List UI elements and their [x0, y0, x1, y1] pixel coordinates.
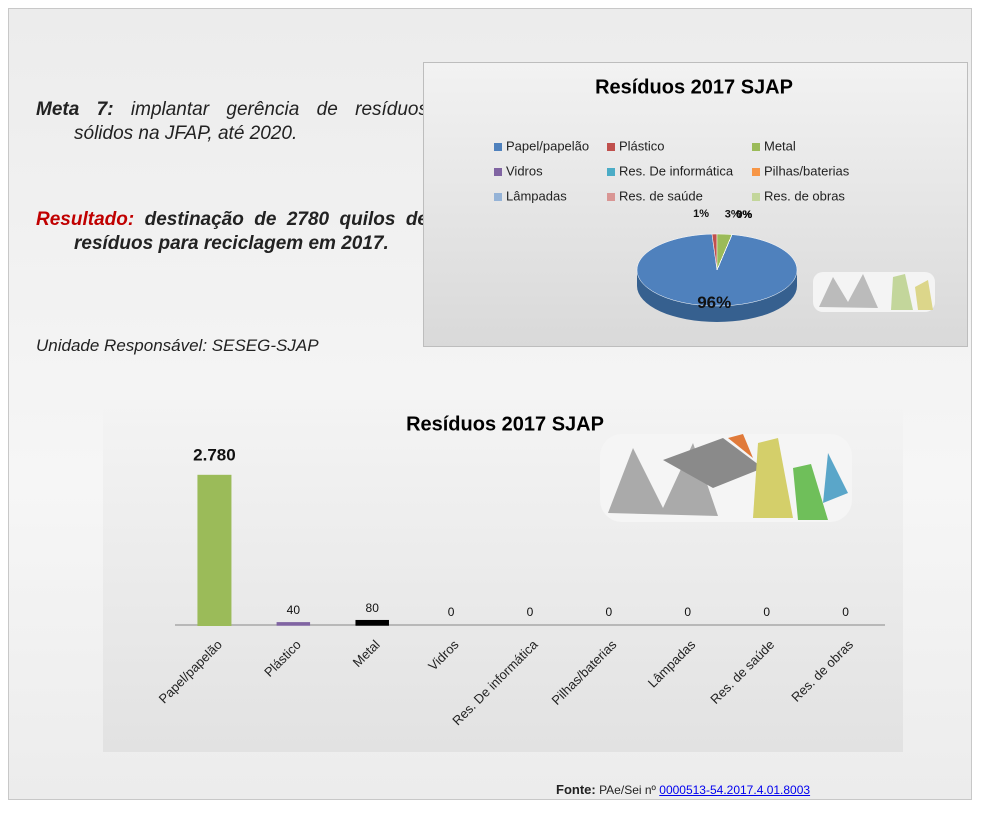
fonte-text: PAe/Sei nº — [599, 783, 656, 797]
pie-label: 96% — [697, 293, 731, 312]
pie-label: 0% — [736, 209, 752, 221]
fonte-label: Fonte: — [556, 782, 596, 797]
legend-label: Metal — [764, 138, 796, 153]
x-tick-label: Res. de obras — [788, 637, 856, 705]
x-tick-label: Vidros — [425, 637, 462, 674]
pie-slice — [716, 234, 733, 271]
legend-swatch — [607, 143, 615, 151]
meta-block: Meta 7: implantar gerência de resíduos s… — [36, 98, 428, 146]
legend-label: Pilhas/baterias — [764, 163, 850, 178]
value-label: 0 — [684, 605, 691, 619]
pie-chart: Resíduos 2017 SJAP Papel/papelão Plástico… — [494, 76, 935, 322]
legend-swatch — [752, 168, 760, 176]
chart-title: Resíduos 2017 SJAP — [595, 76, 793, 98]
legend-label: Vidros — [506, 163, 543, 178]
value-label: 0 — [527, 605, 534, 619]
pie-label: 0% — [736, 209, 752, 221]
x-tick-label: Metal — [350, 637, 383, 670]
resultado-text: destinação de 2780 quilos de resíduos pa… — [74, 209, 428, 254]
value-label: 0 — [448, 605, 455, 619]
value-label: 0 — [842, 605, 849, 619]
legend-label: Lâmpadas — [506, 188, 567, 203]
x-tick-label: Papel/papelão — [156, 637, 225, 706]
fonte: Fonte: PAe/Sei nº 0000513-54.2017.4.01.8… — [556, 782, 810, 797]
legend-swatch — [752, 143, 760, 151]
pie-label: 0% — [736, 209, 752, 221]
x-tick-label: Plástico — [261, 637, 304, 680]
legend-label: Res. de saúde — [619, 188, 703, 203]
meta-label: Meta 7: — [36, 99, 114, 120]
pie-label: 0% — [736, 209, 752, 221]
x-tick-label: Lâmpadas — [645, 637, 699, 691]
legend-swatch — [752, 193, 760, 201]
pie-label: 0% — [736, 209, 752, 221]
decor-image — [813, 272, 935, 312]
bar — [197, 474, 232, 626]
x-tick-label: Res. de saúde — [707, 637, 777, 707]
bar — [276, 622, 311, 626]
bar-chart: Resíduos 2017 SJAP 2.780 Papel/papelão 40 P… — [156, 413, 885, 728]
x-tick-label: Pilhas/baterias — [549, 637, 620, 708]
value-label: 0 — [763, 605, 770, 619]
pie-label: 3% — [725, 208, 741, 220]
resultado-block: Resultado: destinação de 2780 quilos de … — [36, 208, 428, 256]
value-label: 0 — [606, 605, 613, 619]
legend-swatch — [607, 168, 615, 176]
legend-swatch — [494, 193, 502, 201]
fonte-link[interactable]: 0000513-54.2017.4.01.8003 — [659, 783, 811, 797]
value-label: 40 — [287, 603, 301, 617]
legend-label: Res. De informática — [619, 163, 734, 178]
legend-label: Papel/papelão — [506, 138, 589, 153]
unidade: Unidade Responsável: SESEG-SJAP — [36, 336, 319, 355]
value-label: 2.780 — [193, 445, 236, 464]
chart-title: Resíduos 2017 SJAP — [406, 413, 604, 435]
decor-image — [600, 434, 852, 522]
x-tick-label: Res. De informática — [449, 636, 541, 728]
legend-label: Res. de obras — [764, 188, 845, 203]
legend-swatch — [494, 168, 502, 176]
legend-swatch — [607, 193, 615, 201]
meta-text: implantar gerência de resíduos sólidos n… — [74, 99, 429, 144]
resultado-label: Resultado: — [36, 209, 135, 230]
legend-label: Plástico — [619, 138, 665, 153]
bar — [355, 619, 389, 626]
value-label: 80 — [366, 601, 380, 615]
legend-swatch — [494, 143, 502, 151]
pie-label: 1% — [693, 208, 709, 220]
pie-label: 0% — [736, 209, 752, 221]
